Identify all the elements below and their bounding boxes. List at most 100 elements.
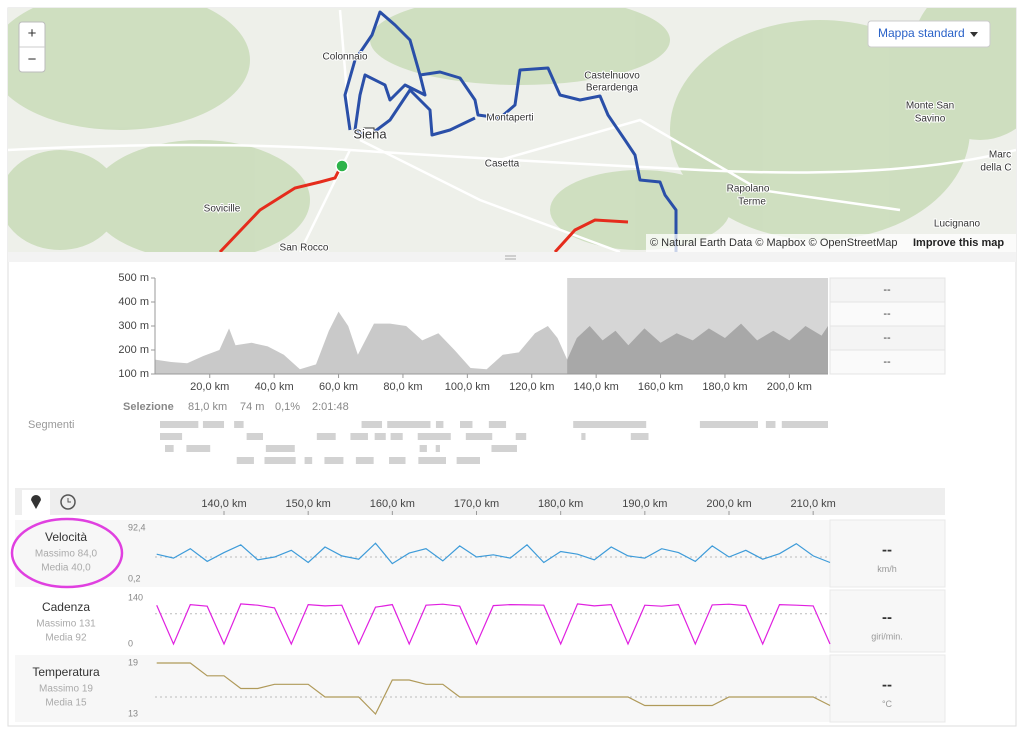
y-tick-label: 0 [128,638,133,648]
x-tick-label: 60,0 km [319,381,358,393]
clock-icon[interactable] [60,494,76,510]
attribution: © Natural Earth Data © Mapbox © OpenStre… [650,237,897,249]
pin-icon [30,494,42,509]
selection-grade: 0,1% [275,401,300,413]
segment-bar [316,433,336,440]
stream-name: Velocità [45,530,87,544]
stream-value-cell [829,589,946,653]
segment-bar [165,445,174,452]
segment-bar [488,421,507,428]
stream-avg: Media 92 [45,633,87,644]
stream-name: Cadenza [42,600,90,614]
place-label: Montaperti [486,113,533,124]
selection-distance: 81,0 km [188,401,227,413]
layer-button-box[interactable] [867,20,991,48]
zoom-control: + − [18,21,46,73]
y-tick-label: 500 m [118,272,149,284]
side-cell [829,349,946,375]
map[interactable] [0,0,1024,260]
segment-bar [202,421,225,428]
side-cell [829,277,946,303]
x-tick-label: 20,0 km [190,381,229,393]
x-tick-label: 80,0 km [383,381,422,393]
route-red [218,167,342,252]
x-tick-label: 140,0 km [201,498,246,510]
route-blue [343,10,678,252]
stream-line [156,542,831,565]
y-tick-label: 19 [128,657,138,667]
stream-current: -- [882,676,892,693]
x-tick-label: 200,0 km [767,381,812,393]
segment-bar [389,457,406,464]
place-label: Casetta [485,159,520,170]
place-label: Lucignano [934,219,981,230]
segment-bar [435,445,440,452]
place-label: Sovicille [204,204,241,215]
segment-bar [460,421,473,428]
y-tick-label: 100 m [118,368,149,380]
y-tick-label: 300 m [118,320,149,332]
grip [505,255,516,260]
stream-current: -- [882,609,892,626]
stream-max: Massimo 131 [36,619,96,630]
segment-bar [265,445,295,452]
segment-bar [781,421,828,428]
segment-bar [186,445,211,452]
side-value: -- [883,284,891,296]
dropdown-caret [970,32,978,37]
zoom-in[interactable]: + [28,25,37,42]
segment-bar [456,457,480,464]
place-label: Rapolano [727,184,770,195]
stream-row [15,520,945,587]
x-tick-label: 200,0 km [706,498,751,510]
segment-bar [387,421,431,428]
resize-bar[interactable] [8,252,1016,262]
stream-row [15,590,945,652]
stream-max: Massimo 19 [39,684,93,695]
clock-hands [67,498,71,503]
stream-unit: km/h [877,564,897,574]
place-label: Colonnaio [322,52,367,63]
layer-button[interactable]: Mappa standard [878,26,965,40]
x-tick-label: 100,0 km [445,381,490,393]
selection-time: 2:01:48 [312,401,349,413]
segment-bar [630,433,649,440]
stream-value-cell [829,519,946,588]
place-label: San Rocco [280,243,329,254]
x-tick-label: 210,0 km [791,498,836,510]
segment-bar [374,433,386,440]
y-tick-label: 13 [128,708,138,718]
elevation-area [155,311,828,374]
terrain [8,8,1016,252]
start-marker [335,159,349,173]
segment-bar [419,445,427,452]
segment-bar [465,433,493,440]
stream-row [15,655,945,722]
y-tick-label: 400 m [118,296,149,308]
segment-bar [160,433,183,440]
selection-elevation: 74 m [240,401,264,413]
segment-bar [417,433,451,440]
y-tick-label: 200 m [118,344,149,356]
x-tick-label: 40,0 km [255,381,294,393]
stream-avg: Media 15 [45,698,87,709]
improve-map-link[interactable]: Improve this map [913,237,1004,249]
stream-header [15,488,945,515]
stream-max: Massimo 84,0 [35,549,98,560]
segment-bar [361,421,383,428]
segment-bar [491,445,517,452]
segment-bar [699,421,758,428]
stream-avg: Media 40,0 [41,563,91,574]
segment-bar [304,457,313,464]
zoom-out[interactable]: − [28,51,37,68]
side-value: -- [883,308,891,320]
y-tick-label: 0,2 [128,573,141,583]
place-label: Marc [989,150,1011,161]
x-tick-label: 180,0 km [538,498,583,510]
side-cell [829,325,946,351]
segment-bar [390,433,403,440]
segment-bar [246,433,263,440]
side-value: -- [883,356,891,368]
